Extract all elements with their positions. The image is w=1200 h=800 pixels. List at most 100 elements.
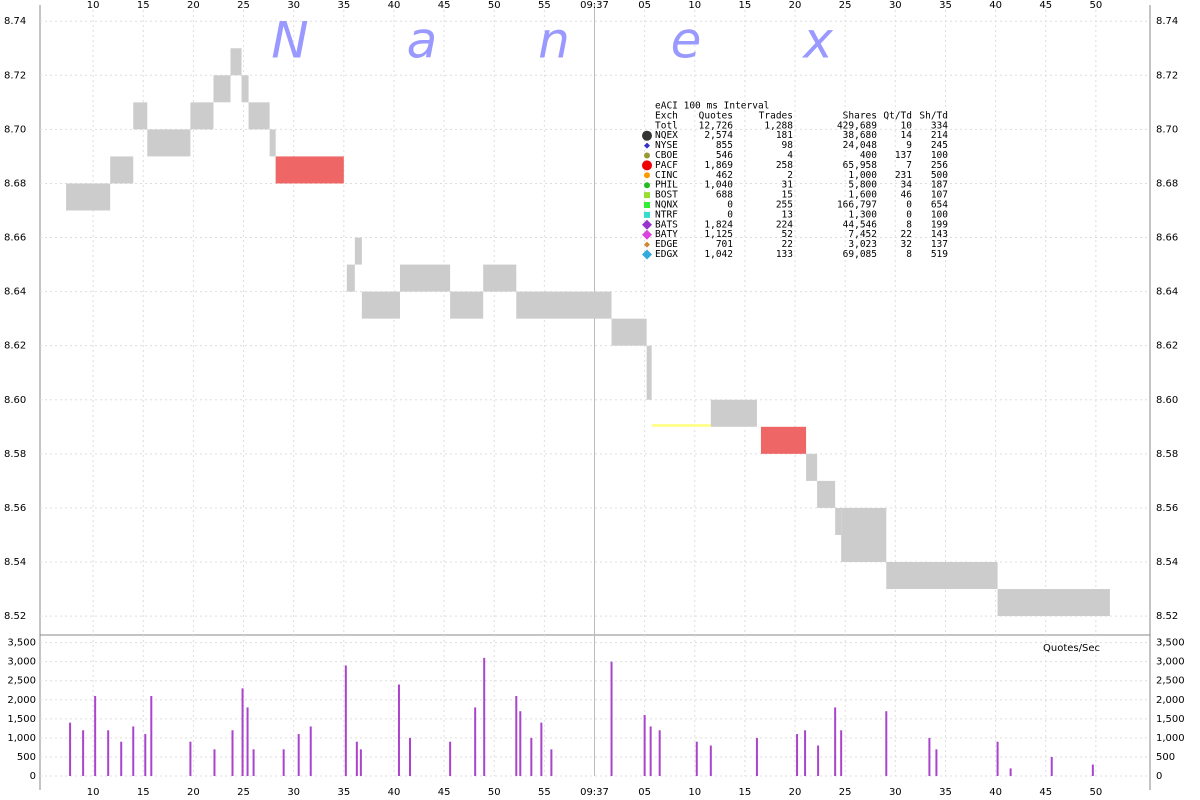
spread-segment	[269, 129, 276, 157]
bar	[213, 749, 216, 776]
x-tick-label: 20	[789, 0, 802, 11]
y-tick-label: 8.60	[4, 395, 26, 406]
y-tick-label: 1,000	[1156, 733, 1185, 744]
stats-cell: 1,600	[848, 190, 877, 201]
y-tick-label: 8.56	[1156, 503, 1178, 514]
bar	[309, 726, 312, 776]
x-tick-label: 45	[1039, 0, 1052, 11]
x-tick-label: 25	[237, 787, 250, 798]
x-tick-label: 10	[688, 787, 701, 798]
stats-cell: 546	[716, 150, 733, 161]
stats-cell: 34	[901, 180, 913, 191]
bar	[928, 737, 931, 776]
legend-symbol	[642, 249, 652, 260]
spread-segment	[611, 318, 647, 346]
bar	[550, 749, 553, 776]
x-tick-label: 30	[889, 0, 902, 11]
spread-segment	[190, 102, 214, 130]
bar	[996, 741, 999, 776]
y-tick-label: 8.74	[1156, 16, 1178, 27]
stats-cell: NYSE	[655, 140, 678, 151]
spread-segment	[817, 480, 836, 508]
stats-cell: 0	[906, 209, 912, 220]
stats-cell: PHIL	[655, 180, 678, 191]
x-tick-label: 40	[388, 0, 401, 11]
bar	[709, 745, 712, 776]
y-tick-label: 8.68	[4, 178, 26, 189]
x-tick-label: 45	[1039, 787, 1052, 798]
stats-cell: 400	[860, 150, 877, 161]
spread-segment	[361, 291, 400, 319]
x-tick-label: 30	[287, 0, 300, 11]
stats-cell: 2	[787, 170, 793, 181]
stats-cell: 69,085	[843, 249, 877, 260]
stats-cell: 24,048	[843, 140, 878, 151]
stats-cell: 3,023	[848, 239, 877, 250]
spread-segment	[275, 156, 344, 184]
stats-cell: 500	[931, 170, 948, 181]
stats-cell: 137	[931, 239, 948, 250]
bar	[540, 722, 543, 776]
stats-cell: NQNX	[655, 200, 678, 211]
bar	[120, 741, 123, 776]
stats-cell: Totl	[655, 120, 678, 131]
y-tick-label: 2,000	[1156, 695, 1185, 706]
bar	[69, 722, 72, 776]
stats-header: Sh/Td	[919, 110, 948, 121]
stats-cell: 1,000	[848, 170, 877, 181]
spread-segment	[997, 589, 1110, 617]
stats-header: Shares	[843, 110, 877, 121]
watermark: e	[671, 12, 702, 70]
watermark: n	[538, 12, 570, 70]
bar	[344, 665, 347, 776]
bar	[817, 745, 820, 776]
watermark: x	[801, 12, 833, 70]
x-tick-label: 05	[638, 787, 651, 798]
stats-cell: 0	[727, 200, 733, 211]
bar	[132, 726, 135, 776]
spread-segment	[483, 264, 517, 292]
x-tick-label: 15	[137, 787, 150, 798]
bar	[515, 695, 518, 776]
x-tick-label: 15	[137, 0, 150, 11]
x-tick-label: 20	[789, 787, 802, 798]
stats-cell: 9	[906, 140, 912, 151]
stats-cell: 214	[931, 130, 948, 141]
stats-cell: 133	[776, 249, 793, 260]
spread-segment	[651, 424, 711, 427]
bar	[282, 749, 285, 776]
spread-segment	[886, 561, 998, 590]
y-tick-label: 8.62	[1156, 341, 1178, 352]
bar	[397, 684, 400, 776]
spread-segment	[710, 399, 757, 427]
stats-cell: 1,040	[704, 180, 733, 191]
spread-segment	[346, 264, 355, 292]
x-tick-label: 35	[939, 0, 952, 11]
legend-symbol	[644, 241, 650, 248]
stats-cell: 688	[716, 190, 733, 201]
stats-cell: 14	[901, 130, 913, 141]
bar	[1050, 756, 1053, 776]
stats-cell: 701	[716, 239, 733, 250]
stats-cell: 65,958	[843, 160, 878, 171]
y-tick-label: 500	[1156, 752, 1175, 763]
x-tick-label: 45	[438, 787, 451, 798]
y-tick-label: 8.60	[1156, 395, 1178, 406]
bar	[297, 734, 300, 776]
legend-symbol	[644, 202, 650, 208]
bar	[643, 715, 646, 776]
stats-cell: 1,824	[704, 219, 733, 230]
stats-cell: 429,689	[837, 120, 877, 131]
stats-cell: 46	[901, 190, 913, 201]
stats-cell: 7	[906, 160, 912, 171]
legend-symbol	[644, 211, 650, 218]
spread-segment	[841, 507, 887, 562]
stats-cell: BATS	[655, 219, 678, 230]
stats-cell: 224	[776, 219, 793, 230]
stats-cell: 855	[716, 140, 733, 151]
x-tick-label: 40	[388, 787, 401, 798]
x-tick-label: 55	[538, 787, 551, 798]
stats-cell: 1,300	[848, 209, 877, 220]
y-tick-label: 3,000	[7, 657, 36, 668]
